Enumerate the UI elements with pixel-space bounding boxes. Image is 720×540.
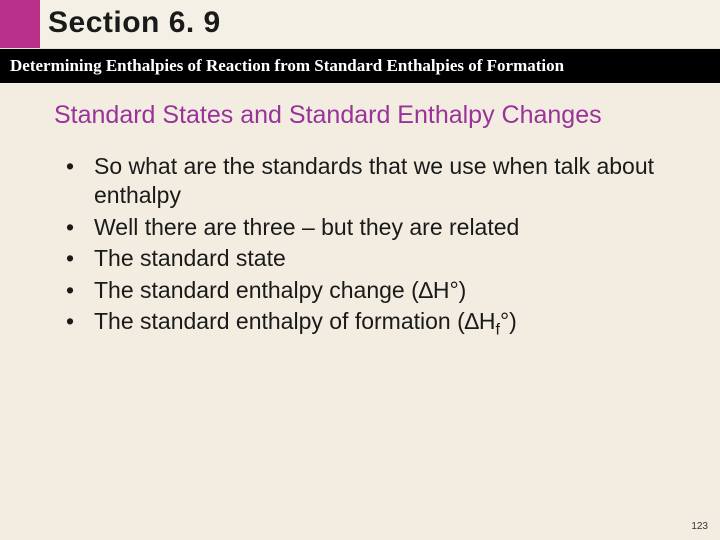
content-area: Standard States and Standard Enthalpy Ch…	[0, 83, 720, 340]
list-item: The standard enthalpy change (∆H°)	[66, 276, 698, 305]
list-item: So what are the standards that we use wh…	[66, 152, 698, 211]
bullet-text: The standard enthalpy change (∆H°)	[94, 277, 466, 303]
bullet-text: So what are the standards that we use wh…	[94, 153, 654, 208]
bullet-text: The standard enthalpy of formation (∆Hf°…	[94, 308, 517, 334]
bullet-text: The standard state	[94, 245, 286, 271]
list-item: The standard state	[66, 244, 698, 273]
magenta-accent-box	[0, 0, 40, 48]
slide-heading: Standard States and Standard Enthalpy Ch…	[48, 101, 698, 130]
section-title: Section 6. 9	[40, 0, 231, 48]
subtitle-bar: Determining Enthalpies of Reaction from …	[0, 49, 720, 83]
page-number: 123	[691, 521, 708, 532]
bullet-text: Well there are three – but they are rela…	[94, 214, 519, 240]
header-row: Section 6. 9	[0, 0, 720, 49]
list-item: The standard enthalpy of formation (∆Hf°…	[66, 307, 698, 340]
list-item: Well there are three – but they are rela…	[66, 213, 698, 242]
bullet-list: So what are the standards that we use wh…	[48, 152, 698, 340]
